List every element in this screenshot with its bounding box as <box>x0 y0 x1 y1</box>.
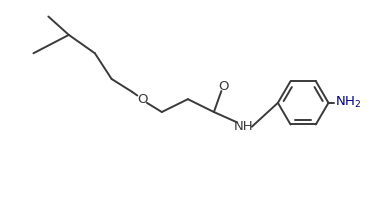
Text: O: O <box>218 80 228 93</box>
Text: NH$_2$: NH$_2$ <box>335 95 361 110</box>
Text: NH: NH <box>234 120 253 133</box>
Text: O: O <box>137 93 147 106</box>
